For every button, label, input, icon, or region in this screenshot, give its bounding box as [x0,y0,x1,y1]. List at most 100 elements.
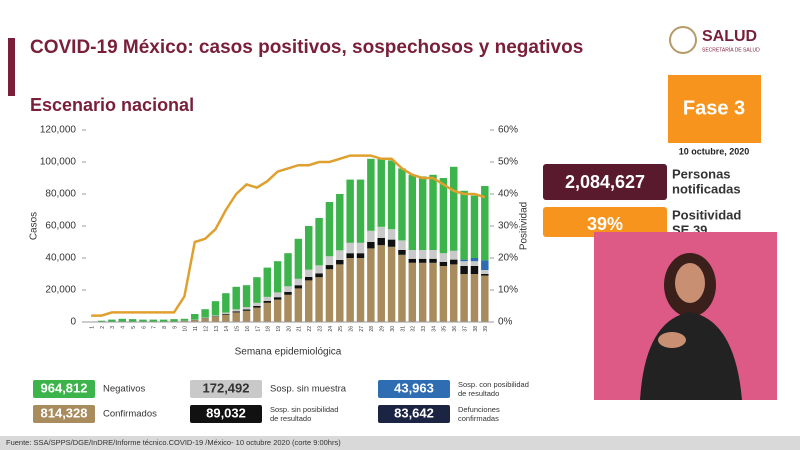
x-tick-label: 11 [193,326,199,331]
bar-segment [304,226,313,270]
title: COVID-19 México: casos positivos, sospec… [30,37,583,58]
bar-segment [159,319,168,322]
bar-segment [450,259,458,265]
bar-segment [481,275,489,322]
legend-swatch [190,380,262,398]
bar-segment [336,250,344,260]
bar-segment [387,229,396,240]
legend-label: Sosp. sin muestra [270,384,347,395]
bar-segment [222,314,230,322]
bar-segment [242,285,251,308]
bar-segment [367,230,375,242]
y-tick-label: 20,000 [45,285,76,296]
bar-segment [315,265,323,274]
y-tick-label: 40,000 [45,253,76,264]
bar-segment [336,194,344,251]
bar-segment [450,166,458,251]
legend-label: Sosp. con posibilidad de resultado [458,380,529,398]
bar-segment [346,242,354,254]
bar-segment [460,266,468,274]
bar-segment [398,254,406,322]
x-tick-label: 37 [462,326,468,332]
bar-segment [325,265,334,270]
bar-segment [232,309,240,312]
bar-segment [418,262,427,322]
x-tick-label: 39 [483,326,489,332]
bar-segment [439,266,448,322]
bar-segment [439,253,448,262]
bar-segment [336,259,344,265]
bar-segment [418,258,427,263]
bar-segment [460,259,468,262]
legend-total: 83,642 [394,405,434,420]
x-tick-label: 4 [121,326,127,329]
x-tick-label: 36 [452,326,458,332]
bar-segment [387,246,396,322]
date: 10 octubre, 2020 [679,146,750,156]
bar-segment [232,312,240,322]
bar-segment [408,250,417,259]
bar-segment [398,168,406,241]
bar-segment [398,250,406,255]
x-tick-label: 5 [131,326,137,329]
x-tick-label: 2 [100,326,106,329]
bar-segment [325,202,334,257]
x-tick-label: 17 [255,326,261,332]
x-tick-label: 10 [183,326,189,332]
bar-segment [170,319,178,322]
bar-segment [242,310,251,322]
bar-segment [273,299,282,322]
bar-segment [398,240,406,250]
bar-segment [346,258,354,322]
bar-segment [304,269,313,277]
positivity-line [91,154,486,317]
bar-segment [315,277,323,322]
bar-segment [284,253,292,287]
bar-segment [211,316,220,322]
bar-segment [294,285,303,289]
bar-segment [315,218,323,266]
bar-segment [408,174,417,250]
bar-segment [294,278,303,286]
bar-segment [315,273,323,278]
bar-segment [408,258,417,263]
logo-sub: SECRETARÍA DE SALUD [702,46,760,53]
bar-segment [253,302,261,306]
bar-segment [377,226,385,238]
x-tick-label: 8 [162,326,168,329]
bar-segment [356,179,365,243]
bar-segment [429,174,437,250]
notified-box [543,164,667,200]
chart: 0 20,000 40,000 60,000 80,000 100,000 120,000 0… [29,125,530,423]
bar-segment [481,186,489,261]
legend-swatch [33,380,95,398]
positivity-label: Positividad [672,207,741,222]
x-tick-label: 25 [338,326,344,332]
bar-segment [439,178,448,254]
bar-segment [450,250,458,260]
positivity-value: 39% [587,214,623,234]
bar-segment [356,242,365,254]
bar-segment [367,242,375,249]
bar-segment [118,318,126,322]
bar-segment [201,318,209,322]
y2-tick-label: 40% [498,189,518,200]
x-tick-label: 1 [90,326,96,329]
x-tick-label: 34 [431,326,437,332]
logo-emblem [669,26,697,54]
x-tick-label: 19 [276,326,282,332]
bar-segment [377,238,385,246]
y-tick-label: 60,000 [45,221,76,232]
source: Fuente: SSA/SPPS/DGE/InDRE/Informe técni… [6,438,341,447]
bar-segment [191,320,199,322]
bar-segment [263,302,272,322]
bar-segment [346,253,354,258]
footer-band [0,436,800,450]
x-tick-label: 30 [390,326,396,332]
bar-segment [273,261,282,293]
bar-segment [253,306,261,308]
legend-total: 43,963 [394,380,434,395]
bar-segment [304,280,313,322]
bar-segment [377,245,385,322]
